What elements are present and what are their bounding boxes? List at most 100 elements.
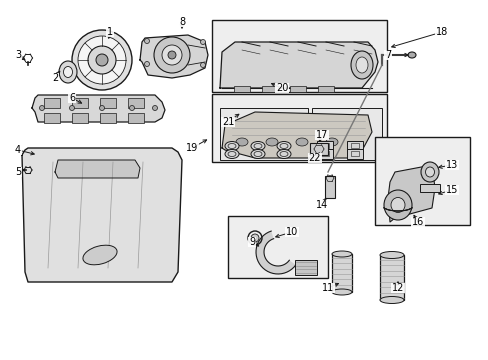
Circle shape xyxy=(88,46,116,74)
Text: 18: 18 xyxy=(435,27,447,37)
Bar xyxy=(350,143,358,148)
Circle shape xyxy=(162,45,182,65)
Bar xyxy=(100,98,116,108)
Circle shape xyxy=(40,105,44,111)
Polygon shape xyxy=(256,231,295,274)
Bar xyxy=(227,216,327,278)
Bar xyxy=(72,98,88,108)
Bar xyxy=(346,141,362,151)
Bar xyxy=(419,184,439,192)
Bar xyxy=(311,108,381,160)
Bar xyxy=(320,143,328,148)
Text: 19: 19 xyxy=(185,143,198,153)
Ellipse shape xyxy=(331,251,351,257)
Ellipse shape xyxy=(383,190,411,220)
Text: 12: 12 xyxy=(391,283,404,293)
Bar xyxy=(294,260,316,275)
Bar xyxy=(234,86,249,92)
Ellipse shape xyxy=(250,149,264,158)
Bar xyxy=(128,98,143,108)
Bar xyxy=(212,20,386,92)
Ellipse shape xyxy=(420,162,438,182)
Text: 4: 4 xyxy=(15,145,21,155)
Circle shape xyxy=(200,63,205,68)
Ellipse shape xyxy=(407,52,415,58)
Bar xyxy=(44,113,60,123)
Ellipse shape xyxy=(350,51,372,79)
Ellipse shape xyxy=(63,67,72,77)
Bar xyxy=(316,141,332,151)
Polygon shape xyxy=(140,35,207,78)
Circle shape xyxy=(78,36,126,84)
Text: 1: 1 xyxy=(107,27,113,37)
Circle shape xyxy=(144,39,149,44)
Text: 5: 5 xyxy=(15,167,21,177)
Polygon shape xyxy=(222,112,371,158)
Text: 13: 13 xyxy=(445,160,457,170)
Bar xyxy=(325,176,334,198)
Bar xyxy=(317,86,333,92)
Circle shape xyxy=(72,30,132,90)
Circle shape xyxy=(129,105,134,111)
Text: 21: 21 xyxy=(222,117,234,127)
Text: 10: 10 xyxy=(285,227,298,237)
Text: 15: 15 xyxy=(445,185,457,195)
Bar xyxy=(289,86,305,92)
Text: 6: 6 xyxy=(69,93,75,103)
Circle shape xyxy=(152,105,157,111)
Ellipse shape xyxy=(224,141,239,150)
Bar xyxy=(72,113,88,123)
Bar xyxy=(220,108,307,160)
Polygon shape xyxy=(387,165,434,222)
Bar xyxy=(379,255,403,300)
Ellipse shape xyxy=(236,138,247,146)
Circle shape xyxy=(200,40,205,45)
Bar xyxy=(320,151,328,156)
Text: 3: 3 xyxy=(15,50,21,60)
Bar xyxy=(309,143,327,155)
Polygon shape xyxy=(22,148,182,282)
Ellipse shape xyxy=(250,141,264,150)
Ellipse shape xyxy=(83,245,117,265)
Bar xyxy=(331,254,351,292)
Text: 17: 17 xyxy=(315,130,327,140)
Circle shape xyxy=(99,105,104,111)
Ellipse shape xyxy=(390,198,404,212)
Text: 7: 7 xyxy=(384,50,390,60)
Bar xyxy=(350,151,358,156)
Polygon shape xyxy=(32,95,164,122)
Circle shape xyxy=(168,51,176,59)
Ellipse shape xyxy=(355,57,367,73)
Ellipse shape xyxy=(325,138,337,146)
Bar xyxy=(100,113,116,123)
Ellipse shape xyxy=(425,167,434,177)
Circle shape xyxy=(69,105,74,111)
Ellipse shape xyxy=(224,149,239,158)
Ellipse shape xyxy=(295,138,307,146)
Circle shape xyxy=(154,37,190,73)
Text: 2: 2 xyxy=(52,73,58,83)
Ellipse shape xyxy=(379,297,403,303)
Bar xyxy=(316,149,332,159)
Text: 11: 11 xyxy=(321,283,333,293)
Bar xyxy=(262,86,278,92)
Circle shape xyxy=(96,54,108,66)
Bar xyxy=(128,113,143,123)
Ellipse shape xyxy=(59,61,77,83)
Bar xyxy=(374,137,469,225)
Bar xyxy=(44,98,60,108)
Polygon shape xyxy=(55,160,140,178)
Ellipse shape xyxy=(265,138,278,146)
Text: 9: 9 xyxy=(248,237,255,247)
Text: 22: 22 xyxy=(308,153,321,163)
Bar xyxy=(212,94,386,162)
Circle shape xyxy=(144,62,149,67)
Text: 8: 8 xyxy=(179,17,184,27)
Ellipse shape xyxy=(276,149,290,158)
Ellipse shape xyxy=(331,289,351,295)
Text: 20: 20 xyxy=(275,83,287,93)
Text: 16: 16 xyxy=(411,217,423,227)
Ellipse shape xyxy=(276,141,290,150)
Circle shape xyxy=(250,234,259,242)
Ellipse shape xyxy=(379,252,403,258)
